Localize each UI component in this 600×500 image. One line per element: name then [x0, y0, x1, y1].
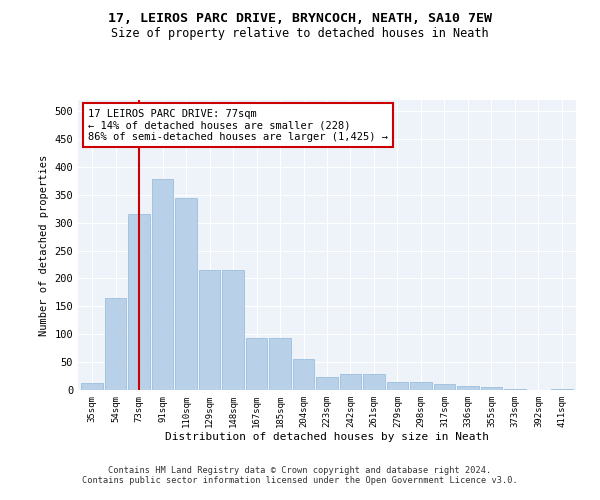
Bar	[222, 270, 244, 390]
Bar	[457, 386, 479, 390]
Bar	[81, 383, 103, 390]
Bar	[269, 338, 291, 390]
Text: 17 LEIROS PARC DRIVE: 77sqm
← 14% of detached houses are smaller (228)
86% of se: 17 LEIROS PARC DRIVE: 77sqm ← 14% of det…	[88, 108, 388, 142]
Text: 17, LEIROS PARC DRIVE, BRYNCOCH, NEATH, SA10 7EW: 17, LEIROS PARC DRIVE, BRYNCOCH, NEATH, …	[108, 12, 492, 26]
Y-axis label: Number of detached properties: Number of detached properties	[39, 154, 49, 336]
Bar	[410, 382, 432, 390]
Bar	[316, 376, 338, 390]
Bar	[434, 384, 455, 390]
Text: Distribution of detached houses by size in Neath: Distribution of detached houses by size …	[165, 432, 489, 442]
Bar	[199, 270, 220, 390]
Bar	[481, 387, 502, 390]
Bar	[128, 214, 150, 390]
Bar	[340, 374, 361, 390]
Bar	[293, 360, 314, 390]
Text: Contains HM Land Registry data © Crown copyright and database right 2024.
Contai: Contains HM Land Registry data © Crown c…	[82, 466, 518, 485]
Bar	[551, 389, 573, 390]
Bar	[175, 198, 197, 390]
Bar	[363, 374, 385, 390]
Bar	[504, 389, 526, 390]
Bar	[152, 179, 173, 390]
Bar	[386, 382, 408, 390]
Text: Size of property relative to detached houses in Neath: Size of property relative to detached ho…	[111, 28, 489, 40]
Bar	[246, 338, 268, 390]
Bar	[105, 298, 127, 390]
